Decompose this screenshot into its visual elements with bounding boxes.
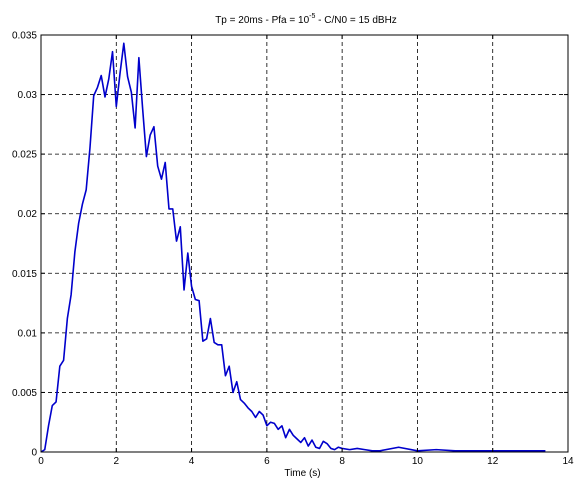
x-tick-label: 6 — [264, 456, 270, 467]
chart-title: Tp = 20ms - Pfa = 10-5 - C/N0 = 15 dBHz — [215, 13, 397, 26]
x-tick-label: 8 — [339, 456, 345, 467]
y-tick-label: 0.015 — [12, 269, 37, 280]
chart-title-superscript: -5 — [309, 13, 315, 20]
x-tick-label: 12 — [487, 456, 499, 467]
chart-title-prefix: Tp = 20ms - Pfa = 10 — [215, 15, 309, 26]
grid — [41, 35, 568, 452]
y-tick-label: 0.01 — [18, 328, 38, 339]
series-line — [40, 42, 546, 453]
ticks: 0 2 4 6 8 10 12 14 0 0.005 0.01 0.015 0.02 0.025 0.03 0… — [12, 31, 574, 468]
y-tick-label: 0.035 — [12, 31, 37, 42]
x-axis-label: Time (s) — [284, 468, 320, 479]
y-tick-label: 0 — [31, 448, 37, 459]
y-tick-label: 0.025 — [12, 150, 37, 161]
x-tick-label: 10 — [412, 456, 424, 467]
y-tick-label: 0.02 — [18, 209, 38, 220]
x-tick-label: 4 — [189, 456, 195, 467]
series-layer — [40, 42, 546, 453]
x-tick-label: 14 — [562, 456, 574, 467]
chart-title-suffix: - C/N0 = 15 dBHz — [315, 15, 396, 26]
plot-area-frame — [40, 34, 569, 453]
x-tick-label: 2 — [114, 456, 120, 467]
x-tick-label: 0 — [38, 456, 44, 467]
y-tick-label: 0.005 — [12, 388, 37, 399]
y-tick-label: 0.03 — [18, 90, 38, 101]
